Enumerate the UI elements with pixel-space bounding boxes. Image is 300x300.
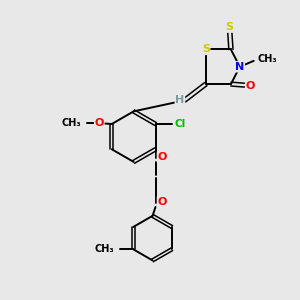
Text: Cl: Cl [174, 119, 185, 129]
Text: CH₃: CH₃ [62, 118, 82, 128]
Text: O: O [158, 152, 167, 162]
Text: O: O [246, 81, 255, 91]
Text: O: O [158, 197, 167, 207]
Text: CH₃: CH₃ [258, 54, 277, 64]
Text: H: H [175, 95, 184, 105]
Text: CH₃: CH₃ [95, 244, 115, 254]
Text: N: N [235, 62, 244, 72]
Text: O: O [94, 118, 104, 128]
Text: S: S [202, 44, 210, 55]
Text: S: S [226, 22, 233, 32]
